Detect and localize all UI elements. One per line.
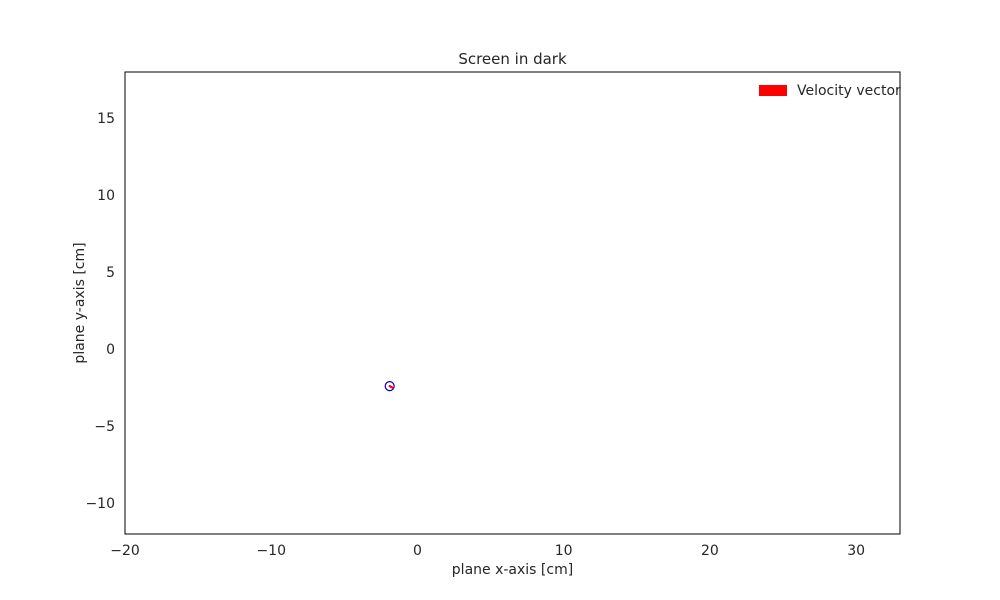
x-tick-label: 30 (847, 543, 865, 559)
y-tick-label: 15 (97, 111, 115, 127)
x-axis-label: plane x-axis [cm] (452, 562, 573, 578)
x-tick-label: 10 (555, 543, 573, 559)
x-tick-label: 20 (701, 543, 719, 559)
x-tick-labels: −20 −10 0 10 20 30 (110, 543, 865, 559)
y-tick-label: 10 (97, 188, 115, 204)
plot-area (124, 71, 901, 535)
x-tick-label: 0 (413, 543, 422, 559)
y-axis-label: plane y-axis [cm] (72, 242, 88, 363)
legend: Velocity vector (759, 83, 901, 99)
data-point-marker (384, 381, 395, 392)
legend-label-velocity-vector: Velocity vector (797, 83, 901, 99)
y-tick-labels: −10 −5 0 5 10 15 (85, 111, 115, 512)
data-layer (384, 381, 395, 392)
chart-title: Screen in dark (458, 50, 567, 68)
y-tick-label: 5 (106, 265, 115, 281)
x-tick-label: −20 (110, 543, 140, 559)
y-tick-label: −5 (94, 419, 115, 435)
y-tick-label: −10 (85, 496, 115, 512)
y-tick-label: 0 (106, 342, 115, 358)
x-tick-label: −10 (256, 543, 286, 559)
legend-swatch-velocity-vector (759, 85, 787, 96)
velocity-vector-arrow (388, 385, 394, 389)
